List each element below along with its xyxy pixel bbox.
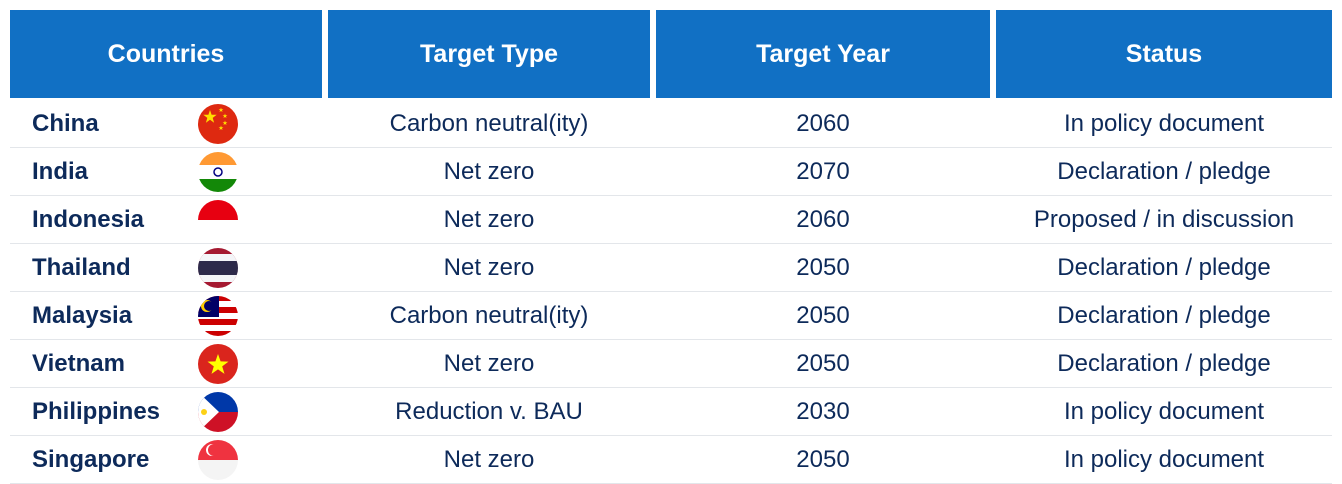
- target-type: Carbon neutral(ity): [389, 301, 589, 329]
- status: Declaration / pledge: [1057, 349, 1271, 377]
- flag-icon: [198, 296, 238, 336]
- table-row: China Carbon neutral(ity) 2060 In policy do…: [10, 100, 1332, 148]
- target-type: Net zero: [443, 253, 535, 281]
- target-type: Carbon neutral(ity): [389, 109, 589, 137]
- target-year: 2030: [796, 397, 850, 425]
- status: Declaration / pledge: [1057, 253, 1271, 281]
- flag-icon: [198, 248, 238, 288]
- target-year: 2060: [796, 109, 850, 137]
- table-row: Thailand Net zero 2050 Declaration / pledge: [10, 244, 1332, 292]
- table-row: Indonesia Net zero 2060 Proposed / in discu…: [10, 196, 1332, 244]
- table-row: Singapore Net zero 2050 In policy document: [10, 436, 1332, 484]
- flag-icon: [198, 344, 238, 384]
- target-year: 2050: [796, 445, 850, 473]
- target-year: 2050: [796, 301, 850, 329]
- target-type: Net zero: [443, 445, 535, 473]
- status: Declaration / pledge: [1057, 301, 1271, 329]
- flag-icon: [198, 392, 238, 432]
- table-row: Malaysia Carbon neutral(ity) 2050 Declarati…: [10, 292, 1332, 340]
- header-cell: Target Type: [328, 10, 650, 98]
- status: In policy document: [1063, 445, 1265, 473]
- country-name: Indonesia: [32, 205, 145, 233]
- table-row: India Net zero 2070 Declaration / pledge: [10, 148, 1332, 196]
- country-name: India: [32, 157, 89, 185]
- table-row: Vietnam Net zero 2050 Declaration / pledge: [10, 340, 1332, 388]
- status: In policy document: [1063, 397, 1265, 425]
- flag-icon: [198, 152, 238, 192]
- flag-icon: [198, 104, 238, 144]
- target-type: Net zero: [443, 205, 535, 233]
- country-name: Singapore: [32, 445, 150, 473]
- country-name: Malaysia: [32, 301, 133, 329]
- country-name: Thailand: [32, 253, 131, 281]
- flag-icon: [198, 200, 238, 240]
- flag-icon: [198, 440, 238, 480]
- target-type: Net zero: [443, 349, 535, 377]
- header-cell: Status: [996, 10, 1332, 98]
- status: In policy document: [1063, 109, 1265, 137]
- target-year: 2050: [796, 253, 850, 281]
- status: Proposed / in discussion: [1033, 205, 1295, 233]
- target-type: Reduction v. BAU: [395, 397, 583, 425]
- status: Declaration / pledge: [1057, 157, 1271, 185]
- header-cell: Countries: [10, 10, 322, 98]
- target-year: 2060: [796, 205, 850, 233]
- country-name: Philippines: [32, 397, 161, 425]
- country-name: China: [32, 109, 99, 137]
- table-row: Philippines Reduction v. BAU 2030 In policy…: [10, 388, 1332, 436]
- target-type: Net zero: [443, 157, 535, 185]
- header-cell: Target Year: [656, 10, 990, 98]
- target-year: 2070: [796, 157, 850, 185]
- target-year: 2050: [796, 349, 850, 377]
- country-name: Vietnam: [32, 349, 125, 377]
